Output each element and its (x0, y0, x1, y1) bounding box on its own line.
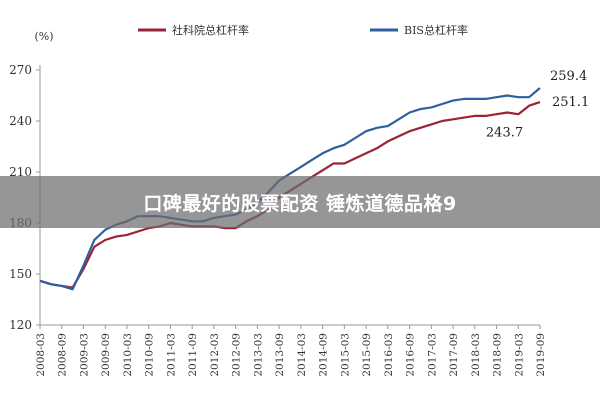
x-tick-label: 2010-03 (122, 333, 134, 377)
legend-label: BIS总杠杆率 (404, 23, 468, 37)
legend-label: 社科院总杠杆率 (172, 23, 249, 37)
y-tick-label: 120 (9, 318, 32, 332)
chart-legend: 社科院总杠杆率 BIS总杠杆率 (138, 23, 468, 37)
chart-annotations: 259.4 251.1 243.7 (486, 69, 589, 141)
y-tick-label: 210 (9, 165, 32, 179)
x-tick-label: 2012-09 (231, 333, 243, 377)
x-tick-label: 2009-09 (100, 333, 112, 377)
y-tick-label: 150 (9, 267, 32, 281)
x-tick-label: 2017-03 (426, 333, 438, 377)
data-label: 243.7 (486, 126, 523, 141)
x-tick-label: 2009-03 (78, 333, 90, 377)
data-label: 251.1 (552, 95, 589, 110)
x-tick-label: 2010-09 (144, 333, 156, 377)
x-tick-label: 2014-09 (318, 333, 330, 377)
x-tick-label: 2008-03 (35, 333, 47, 377)
x-tick-label: 2016-03 (383, 333, 395, 377)
x-tick-label: 2019-03 (513, 333, 525, 377)
y-tick-label: 270 (9, 63, 32, 77)
y-tick-label: 240 (9, 114, 32, 128)
x-tick-label: 2012-03 (209, 333, 221, 377)
x-tick-label: 2013-03 (252, 333, 264, 377)
x-tick-label: 2018-09 (492, 333, 504, 377)
x-tick-label: 2015-09 (361, 333, 373, 377)
x-tick-label: 2015-03 (339, 333, 351, 377)
x-tick-label: 2018-03 (470, 333, 482, 377)
data-label: 259.4 (550, 69, 587, 84)
x-tick-label: 2017-09 (448, 333, 460, 377)
x-tick-label: 2013-09 (274, 333, 286, 377)
watermark-banner: 口碑最好的股票配资 锤炼道德品格9 (0, 176, 600, 228)
y-unit-label: (%) (34, 30, 53, 43)
x-axis-ticks: 2008-03 2008-09 2009-03 2009-09 2010-03 2010-… (35, 325, 547, 377)
watermark-caption: 口碑最好的股票配资 锤炼道德品格9 (143, 192, 457, 215)
x-tick-label: 2011-09 (187, 333, 199, 377)
x-tick-label: 2008-09 (57, 333, 69, 377)
x-tick-label: 2014-03 (296, 333, 308, 377)
x-tick-label: 2016-09 (405, 333, 417, 377)
x-tick-label: 2019-09 (535, 333, 547, 377)
x-tick-label: 2011-03 (165, 333, 177, 377)
